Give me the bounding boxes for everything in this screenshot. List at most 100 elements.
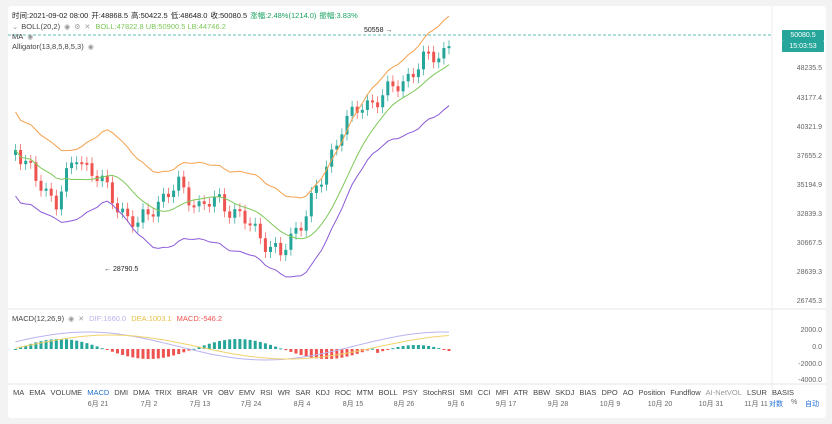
macd-bar xyxy=(263,343,267,349)
indicator-tab[interactable]: BIAS xyxy=(579,387,597,397)
candle xyxy=(187,187,191,206)
candle xyxy=(70,162,74,169)
indicator-tab[interactable]: VR xyxy=(202,387,214,397)
date-tick: 8月 26 xyxy=(393,401,415,408)
candle xyxy=(126,208,130,217)
indicator-tab[interactable]: AI-NetVOL xyxy=(705,387,742,397)
indicator-tab[interactable]: BBW xyxy=(533,387,551,397)
indicator-tab[interactable]: DPO xyxy=(601,387,618,397)
macd-bar xyxy=(427,345,431,349)
boll-name: BOLL(20,2) xyxy=(21,22,61,31)
candle xyxy=(345,115,349,135)
indicator-tab[interactable]: LSUR xyxy=(746,387,767,397)
low-annotation-value: 28790.5 xyxy=(112,266,139,273)
indicator-tab[interactable]: MTM xyxy=(356,387,374,397)
indicator-tab[interactable]: RSI xyxy=(260,387,273,397)
indicator-tab[interactable]: PSY xyxy=(402,387,418,397)
candle xyxy=(416,69,420,78)
macd-bar xyxy=(309,349,313,358)
candle xyxy=(422,51,425,70)
indicator-tabs[interactable]: MA EMA VOLUME MACD DMI DMA TRIX BRAR VR OBV EMV RSI… xyxy=(8,386,826,398)
candle xyxy=(269,246,272,252)
macd-bar xyxy=(442,349,446,350)
indicator-tab[interactable]: VOLUME xyxy=(50,387,83,397)
candle xyxy=(263,238,267,252)
indicator-tab[interactable]: BASIS xyxy=(771,387,795,397)
macd-bar xyxy=(396,346,400,349)
price-tick: 37655.2 xyxy=(796,153,822,160)
macd-bar xyxy=(365,349,369,351)
indicator-tab[interactable]: StochRSI xyxy=(422,387,455,397)
indicator-tab[interactable]: AO xyxy=(622,387,634,397)
macd-bar xyxy=(70,339,74,349)
candle xyxy=(330,149,334,167)
candle xyxy=(85,162,89,165)
price-tick: 32839.3 xyxy=(796,211,822,218)
indicator-tab[interactable]: Fundflow xyxy=(670,387,701,397)
visibility-eye-icon[interactable]: ◉ xyxy=(68,315,75,323)
indicator-tab[interactable]: DMA xyxy=(133,387,150,397)
change-value: 涨幅:2.48%(1214.0) xyxy=(250,11,317,20)
candle xyxy=(406,73,410,82)
indicator-tab[interactable]: TRIX xyxy=(154,387,172,397)
candle xyxy=(243,210,247,224)
indicator-tab[interactable]: SAR xyxy=(295,387,311,397)
candle xyxy=(371,100,374,103)
candle xyxy=(320,184,323,187)
macd-bar xyxy=(381,349,385,352)
alligator-legend[interactable]: Alligator(13,8,5,8,5,3) ◉ xyxy=(12,42,94,51)
close-icon[interactable]: ✕ xyxy=(84,23,91,31)
candle xyxy=(427,51,431,54)
indicator-tab[interactable]: SKDJ xyxy=(555,387,575,397)
high-annotation-value: 50558 xyxy=(364,27,384,34)
candle xyxy=(136,222,140,227)
auto-scale-toggle[interactable]: 自动 xyxy=(805,401,819,408)
macd-bar xyxy=(34,342,38,349)
indicator-tab[interactable]: EMV xyxy=(238,387,256,397)
indicator-tab[interactable]: WR xyxy=(277,387,291,397)
indicator-tab[interactable]: MA xyxy=(13,387,25,397)
boll-legend[interactable]: ⌄ BOLL(20,2) ◉ ⚙ ✕ BOLL:47822.8 UB:50900… xyxy=(12,22,226,31)
log-scale-toggle[interactable]: 对数 xyxy=(769,401,783,408)
close-icon[interactable]: ✕ xyxy=(78,315,85,323)
indicator-tab[interactable]: BRAR xyxy=(176,387,198,397)
price-tick: 48235.5 xyxy=(796,65,822,72)
indicator-tab[interactable]: ATR xyxy=(513,387,529,397)
macd-bar xyxy=(233,339,237,349)
macd-bar xyxy=(253,340,257,349)
visibility-eye-icon[interactable]: ◉ xyxy=(27,33,34,41)
candle xyxy=(197,201,201,207)
indicator-tab[interactable]: SMI xyxy=(459,387,473,397)
macd-bar xyxy=(65,339,68,349)
collapse-icon[interactable]: ⌄ xyxy=(12,22,19,31)
candle xyxy=(167,193,170,198)
indicator-tab[interactable]: KDJ xyxy=(315,387,330,397)
visibility-eye-icon[interactable]: ◉ xyxy=(87,43,94,51)
ma-legend[interactable]: MA ◉ xyxy=(12,32,33,41)
indicator-tab[interactable]: Position xyxy=(638,387,666,397)
percent-scale-toggle[interactable]: % xyxy=(791,399,798,406)
macd-bar xyxy=(19,347,23,349)
indicator-tab[interactable]: BOLL xyxy=(378,387,398,397)
settings-gear-icon[interactable]: ⚙ xyxy=(74,23,81,31)
candle xyxy=(411,73,415,78)
indicator-tab[interactable]: ROC xyxy=(334,387,352,397)
chart-canvas[interactable] xyxy=(8,6,826,418)
indicator-tab[interactable]: EMA xyxy=(29,387,46,397)
macd-bar xyxy=(411,345,415,349)
indicator-tab[interactable]: CCI xyxy=(477,387,491,397)
visibility-eye-icon[interactable]: ◉ xyxy=(64,23,71,31)
macd-bar xyxy=(212,342,216,349)
high-annotation: 50558 → xyxy=(364,27,393,34)
candle xyxy=(151,214,155,217)
indicator-tab[interactable]: OBV xyxy=(218,387,234,397)
macd-legend[interactable]: MACD(12,26,9) ◉ ✕ DIF:1660.0 DEA:1003.1 … xyxy=(12,314,222,323)
indicator-tab[interactable]: MFI xyxy=(495,387,509,397)
candle xyxy=(90,163,94,176)
macd-bar xyxy=(207,343,211,349)
indicator-tab[interactable]: DMI xyxy=(114,387,129,397)
indicator-tab[interactable]: MACD xyxy=(87,387,110,397)
price-tick: 35194.9 xyxy=(796,182,822,189)
candle xyxy=(177,176,181,191)
candle xyxy=(309,193,313,217)
